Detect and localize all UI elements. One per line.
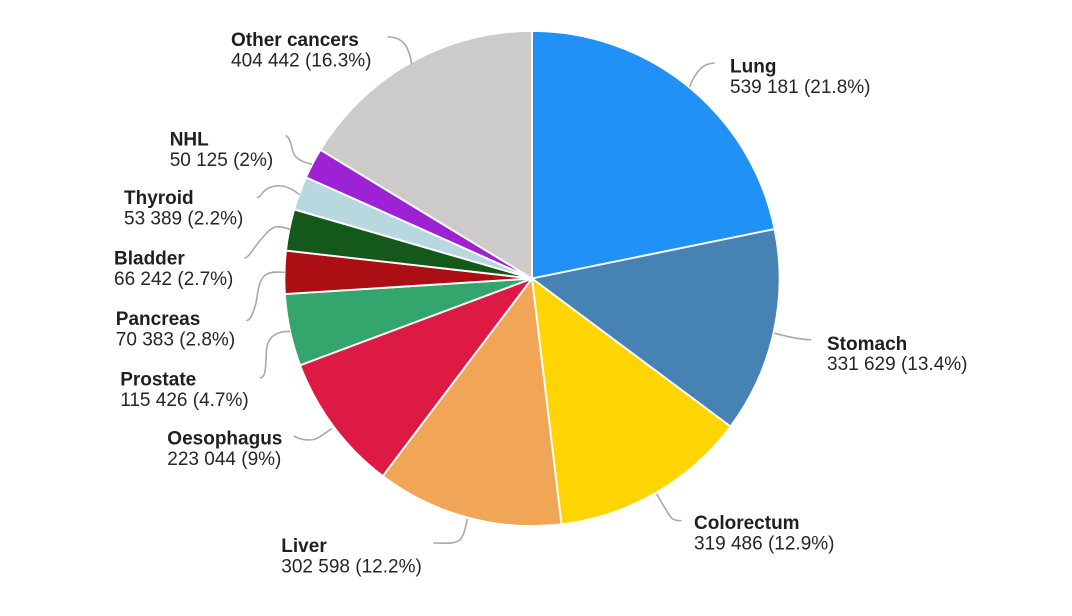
svg-text:404 442 (16.3%): 404 442 (16.3%) bbox=[231, 50, 372, 71]
svg-text:Lung: Lung bbox=[730, 57, 776, 78]
svg-text:Other cancers: Other cancers bbox=[231, 30, 359, 51]
svg-text:Bladder: Bladder bbox=[114, 249, 185, 270]
svg-text:53 389 (2.2%): 53 389 (2.2%) bbox=[124, 208, 243, 229]
svg-text:319 486 (12.9%): 319 486 (12.9%) bbox=[694, 533, 835, 554]
svg-text:Prostate: Prostate bbox=[120, 370, 196, 391]
svg-text:70 383 (2.8%): 70 383 (2.8%) bbox=[116, 329, 235, 350]
svg-text:66 242 (2.7%): 66 242 (2.7%) bbox=[114, 269, 233, 290]
svg-text:Colorectum: Colorectum bbox=[694, 513, 800, 534]
svg-text:115 426 (4.7%): 115 426 (4.7%) bbox=[120, 390, 249, 411]
svg-text:Oesophagus: Oesophagus bbox=[167, 429, 282, 450]
svg-text:Stomach: Stomach bbox=[827, 334, 907, 355]
svg-text:Pancreas: Pancreas bbox=[116, 309, 201, 330]
svg-text:Liver: Liver bbox=[281, 536, 327, 557]
svg-text:302 598 (12.2%): 302 598 (12.2%) bbox=[281, 556, 422, 577]
svg-text:50 125 (2%): 50 125 (2%) bbox=[170, 150, 274, 171]
svg-text:331 629 (13.4%): 331 629 (13.4%) bbox=[827, 354, 968, 375]
svg-text:NHL: NHL bbox=[170, 130, 209, 151]
svg-text:Thyroid: Thyroid bbox=[124, 188, 194, 209]
svg-text:539 181 (21.8%): 539 181 (21.8%) bbox=[730, 77, 871, 98]
svg-text:223 044 (9%): 223 044 (9%) bbox=[167, 449, 281, 470]
